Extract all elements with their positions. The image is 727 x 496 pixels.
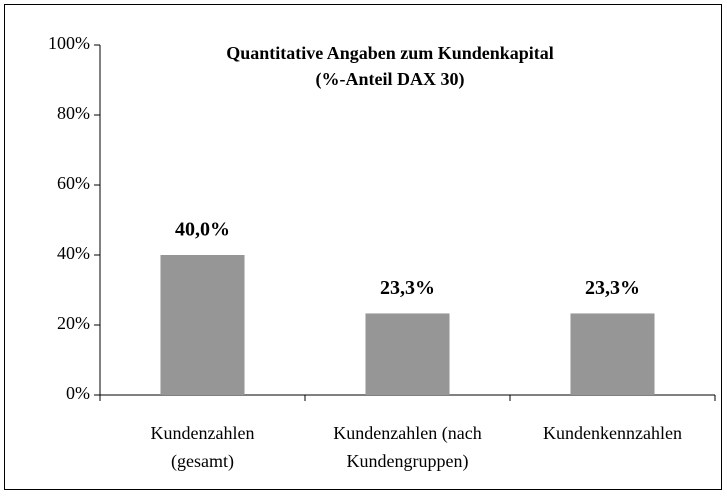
bar — [570, 313, 655, 395]
x-tick-label: Kundengruppen) — [347, 451, 469, 472]
bar — [160, 255, 245, 395]
value-label: 40,0% — [175, 219, 230, 241]
chart-title: (%-Anteil DAX 30) — [316, 69, 465, 90]
y-tick-label: 20% — [57, 313, 90, 333]
y-tick-label: 80% — [57, 103, 90, 123]
y-tick-label: 60% — [57, 173, 90, 193]
chart-title: Quantitative Angaben zum Kundenkapital — [226, 43, 554, 63]
bar — [365, 313, 450, 395]
value-label: 23,3% — [585, 277, 640, 299]
x-tick-label: Kundenzahlen (nach — [333, 423, 481, 444]
y-tick-label: 0% — [66, 383, 90, 403]
x-tick-label: Kundenkennzahlen — [543, 423, 682, 443]
x-tick-label: Kundenzahlen — [151, 423, 255, 443]
y-tick-label: 100% — [48, 33, 90, 53]
chart-border — [4, 4, 722, 490]
y-tick-label: 40% — [57, 243, 90, 263]
x-tick-label: (gesamt) — [171, 451, 234, 472]
value-label: 23,3% — [380, 277, 435, 299]
